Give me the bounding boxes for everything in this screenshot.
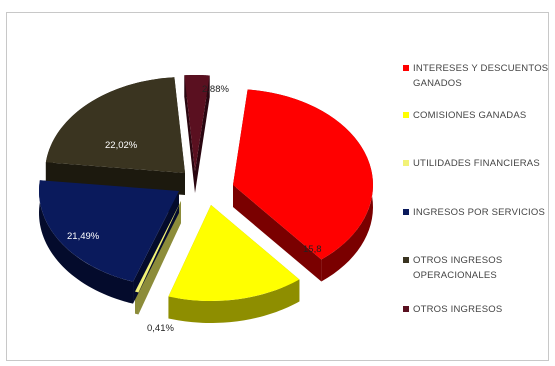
legend-label: INGRESOS POR SERVICIOS <box>413 207 545 218</box>
legend-item-comisiones: COMISIONES GANADAS <box>403 108 553 123</box>
legend-label: UTILIDADES FINANCIERAS <box>413 158 540 169</box>
pie-slice <box>135 201 181 293</box>
pie-data-label: 21,49% <box>67 231 100 242</box>
pie-data-label: 37,50% <box>305 145 338 156</box>
pie-slice <box>233 89 373 260</box>
legend-swatch <box>403 257 409 263</box>
pie-slice <box>184 75 210 171</box>
pie-slice <box>168 205 300 301</box>
pie-slice <box>45 77 185 173</box>
legend-label: OTROS INGRESOS OPERACIONALES <box>413 255 503 281</box>
legend-label: OTROS INGRESOS <box>413 304 503 315</box>
pie-slice <box>39 180 180 282</box>
legend-item-servicios: INGRESOS POR SERVICIOS <box>403 205 553 220</box>
pie-data-label: 15,8 <box>303 244 322 255</box>
legend-item-otros-operacionales: OTROS INGRESOS OPERACIONALES <box>403 253 553 283</box>
legend-swatch <box>403 306 409 312</box>
legend-label: COMISIONES GANADAS <box>413 110 527 121</box>
pie-data-label: 22,02% <box>105 140 138 151</box>
legend-label: INTERESES Y DESCUENTOS GANADOS <box>413 63 549 89</box>
legend-swatch <box>403 112 409 118</box>
legend-item-intereses: INTERESES Y DESCUENTOS GANADOS <box>403 61 553 91</box>
legend-item-otros-ingresos: OTROS INGRESOS <box>403 302 553 317</box>
legend-item-utilidades: UTILIDADES FINANCIERAS <box>403 156 553 171</box>
pie-data-label: 2,88% <box>202 84 229 95</box>
legend-swatch <box>403 65 409 71</box>
pie-data-label: 0,41% <box>147 323 174 334</box>
pie-chart: 37,50% 15,8 0,41% 21,49% 22,02% 2,88% <box>39 75 373 334</box>
legend-swatch <box>403 160 409 166</box>
chart-frame: 37,50% 15,8 0,41% 21,49% 22,02% 2,88% INTERES… <box>6 12 549 361</box>
legend-swatch <box>403 209 409 215</box>
